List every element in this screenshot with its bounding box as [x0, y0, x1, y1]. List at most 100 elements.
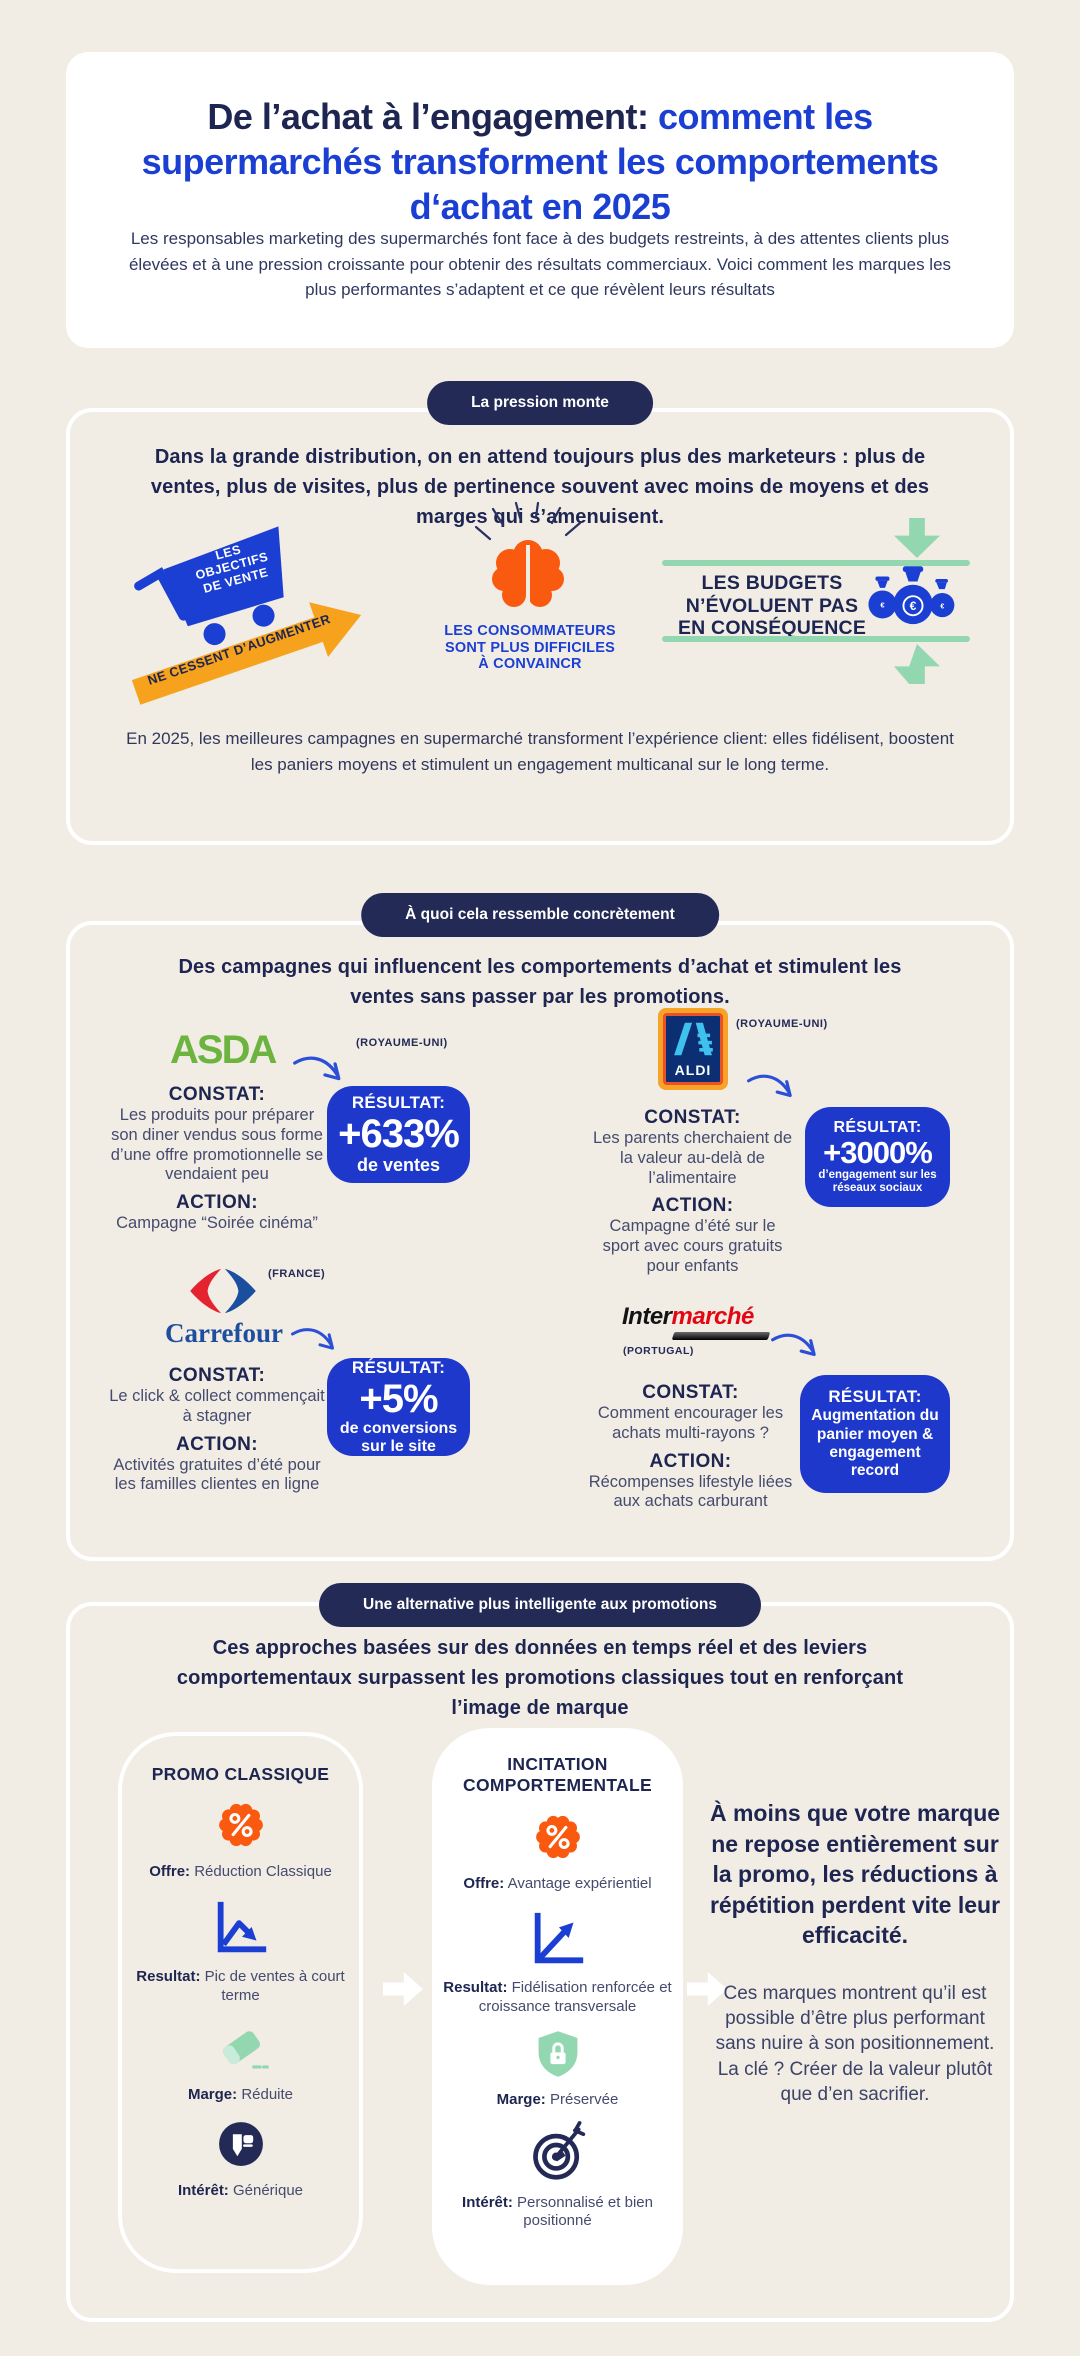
column-title: PROMO CLASSIQUE: [151, 1764, 330, 1784]
result-value: +633%: [338, 1112, 460, 1157]
percent-badge-icon: [535, 1815, 580, 1858]
case-intermarche-text: CONSTAT: Comment encourager les achats m…: [578, 1375, 803, 1512]
takeaway-body: Ces marques montrent qu’il est possible …: [715, 1982, 995, 2105]
result-label: RÉSULTAT:: [351, 1357, 446, 1377]
pressure-footer: En 2025, les meilleures campagnes en sup…: [126, 729, 954, 775]
curved-arrow-icon: [771, 1333, 816, 1357]
svg-text:€: €: [880, 601, 885, 610]
result-box-asda: RÉSULTAT: +633% de ventes: [327, 1086, 470, 1183]
budget-squeeze-group: LES BUDGETS N’ÉVOLUENT PAS EN CONSÉQUENC…: [660, 518, 975, 684]
case-carrefour-text: CONSTAT: Le click & collect commençait à…: [108, 1358, 326, 1495]
growth-chart-icon: [534, 1913, 583, 1964]
page-title-dark: De l’achat à l’engagement:: [207, 96, 659, 137]
intermarche-word-marche: marché: [671, 1303, 755, 1330]
action-text: Campagne d’été sur le sport avec cours g…: [602, 1217, 783, 1275]
aldi-a-icon: [674, 1022, 713, 1056]
result-sub: Augmentation du panier moyen & engagemen…: [811, 1407, 939, 1480]
shopping-cart-icon: [131, 526, 362, 705]
takeaway-heading: À moins que votre marque ne repose entiè…: [709, 1800, 1001, 1949]
consumers-caption: LES CONSOMMATEURS SONT PLUS DIFFICILES À…: [444, 623, 616, 673]
result-sub: de conversions sur le site: [339, 1419, 458, 1455]
badge-examples: À quoi cela ressemble concrètement: [361, 893, 719, 937]
euro-symbol: €: [910, 599, 917, 613]
budget-caption: LES BUDGETS N’ÉVOLUENT PAS EN CONSÉQUENC…: [677, 572, 867, 640]
intermarche-country: (PORTUGAL): [623, 1345, 694, 1357]
money-bags-icon: € € €: [868, 566, 955, 625]
constat-label: CONSTAT:: [168, 1365, 266, 1386]
intermarche-underline: [671, 1332, 771, 1340]
result-sub: de ventes: [356, 1155, 441, 1176]
result-label: RÉSULTAT:: [833, 1118, 922, 1136]
pressure-heading: Dans la grande distribution, on en atten…: [150, 446, 930, 528]
intermarche-word-inter: Inter: [622, 1303, 672, 1330]
asda-country: (ROYAUME-UNI): [356, 1037, 448, 1049]
interet-line: Intérêt: Personnalisé et bien positionné: [462, 2193, 653, 2230]
action-text: Récompenses lifestyle liées aux achats c…: [588, 1472, 793, 1511]
result-value: +3000%: [823, 1134, 933, 1170]
svg-text:€: €: [940, 603, 944, 610]
result-box-aldi: RÉSULTAT: +3000% d’engagement sur les ré…: [805, 1107, 950, 1207]
consumers-group: LES CONSOMMATEURS SONT PLUS DIFFICILES À…: [440, 501, 620, 708]
badge-pressure: La pression monte: [427, 381, 653, 425]
arrow-down-icon: [894, 518, 940, 558]
aldi-country: (ROYAUME-UNI): [736, 1018, 828, 1030]
column-title: INCITATION COMPORTEMENTALE: [463, 1754, 652, 1796]
intermarche-logo: Intermarché: [622, 1303, 754, 1331]
column-promo-classique: PROMO CLASSIQUE Offre: Réduction Classiq…: [118, 1732, 363, 2273]
aldi-logo: ALDI: [658, 1008, 728, 1090]
carrefour-logo-icon: [190, 1268, 256, 1314]
interet-line: Intérêt: Générique: [177, 2182, 304, 2200]
page-subtitle: Les responsables marketing des supermarc…: [128, 229, 952, 299]
page-title: De l’achat à l’engagement: comment les s…: [138, 94, 942, 229]
action-text: Campagne “Soirée cinéma”: [116, 1214, 318, 1233]
offre-line: Offre: Réduction Classique: [149, 1863, 332, 1881]
result-value: +5%: [359, 1376, 438, 1421]
squeeze-line-top: [662, 560, 970, 566]
constat-text: Les produits pour préparer son diner ven…: [110, 1106, 324, 1184]
constat-text: Le click & collect commençait à stagner: [109, 1387, 325, 1425]
offre-line: Offre: Avantage expérientiel: [463, 1874, 652, 1892]
cart-goals-group: LES OBJECTIFS DE VENTE NE CESSENT D’AUGM…: [118, 515, 383, 715]
constat-label: CONSTAT:: [644, 1107, 741, 1128]
result-sub: d’engagement sur les réseaux sociaux: [818, 1169, 937, 1195]
asda-logo: ASDA: [170, 1028, 277, 1072]
carrefour-country: (FRANCE): [268, 1268, 326, 1280]
thumb-down-icon: [218, 2122, 263, 2167]
aldi-wordmark: ALDI: [674, 1062, 712, 1078]
constat-text: Les parents cherchaient de la valeur au-…: [592, 1129, 793, 1187]
curved-arrow-icon: [747, 1074, 792, 1098]
constat-label: CONSTAT:: [642, 1382, 739, 1403]
case-aldi-text: CONSTAT: Les parents cherchaient de la v…: [590, 1100, 795, 1277]
action-label: ACTION:: [649, 1450, 732, 1472]
case-asda: ASDA (ROYAUME-UNI) RÉSULTAT: +633% de ve…: [100, 1025, 480, 1243]
alternative-heading: Ces approches basées sur des données en …: [176, 1637, 904, 1719]
badge-alternative: Une alternative plus intelligente aux pr…: [319, 1583, 761, 1627]
case-intermarche: Intermarché (PORTUGAL) RÉSULTAT: Augment…: [560, 1295, 980, 1520]
curved-arrow-icon: [291, 1328, 334, 1350]
takeaway-block: À moins que votre marque ne repose entiè…: [705, 1798, 1005, 2107]
case-aldi: ALDI (ROYAUME-UNI) RÉSULTAT: +3000% d’en…: [560, 1000, 980, 1275]
page-title-blue: comment les supermarchés transforment le…: [141, 96, 939, 227]
examples-heading: Des campagnes qui influencent les compor…: [178, 956, 902, 1008]
action-label: ACTION:: [651, 1195, 734, 1217]
shield-lock-icon: [538, 2031, 577, 2077]
percent-badge-icon: [218, 1804, 263, 1847]
resultat-line: Resultat: Fidélisation renforcée et croi…: [443, 1979, 672, 2016]
curved-arrow-icon: [293, 1056, 341, 1081]
action-text: Activités gratuites d’été pour les famil…: [113, 1455, 321, 1494]
result-label: RÉSULTAT:: [828, 1387, 922, 1407]
action-label: ACTION:: [176, 1192, 258, 1214]
sales-spike-chart-icon: [217, 1901, 266, 1953]
case-carrefour: Carrefour (FRANCE) RÉSULTAT: +5% de conv…: [100, 1258, 480, 1498]
squeeze-line-bottom: [662, 636, 970, 642]
constat-label: CONSTAT:: [168, 1084, 266, 1105]
eraser-icon: [222, 2030, 269, 2069]
result-box-intermarche: RÉSULTAT: Augmentation du panier moyen &…: [800, 1375, 950, 1493]
resultat-line: Resultat: Pic de ventes à court terme: [136, 1968, 345, 2004]
carrefour-wordmark: Carrefour: [165, 1318, 283, 1348]
target-dart-icon: [532, 2120, 585, 2180]
arrow-up-icon: [894, 644, 940, 684]
column-incitation: INCITATION COMPORTEMENTALE Offre: Avanta…: [432, 1728, 683, 2285]
result-label: RÉSULTAT:: [351, 1093, 446, 1113]
